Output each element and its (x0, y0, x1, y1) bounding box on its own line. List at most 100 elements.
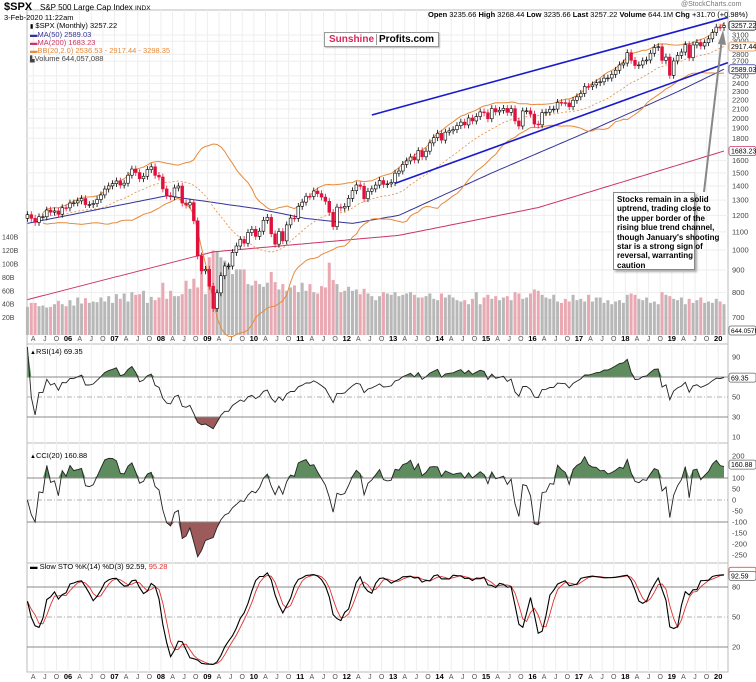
volume-bar (134, 294, 138, 335)
volume-bar (91, 301, 95, 335)
volume-bar (362, 288, 366, 335)
volume-bar (184, 280, 188, 335)
sto-tick-label: 20 (732, 643, 740, 652)
volume-bar (699, 297, 703, 335)
candle (25, 214, 30, 219)
x-tick-label: J (136, 674, 140, 681)
x-tick-label: O (147, 336, 153, 343)
volume-bar (532, 289, 536, 335)
annotation-line: uptrend, trading close to (617, 204, 711, 214)
candle (528, 110, 533, 115)
x-tick-label: J (368, 336, 372, 343)
x-tick-label: J (554, 336, 558, 343)
volume-bar (145, 302, 149, 335)
volume-bar (722, 304, 726, 335)
candle (327, 200, 331, 213)
x-tick-label: J (43, 674, 47, 681)
volume-bar (72, 305, 76, 335)
volume-bar (277, 289, 281, 335)
candle (122, 182, 126, 186)
candle (652, 47, 657, 54)
volume-bar (614, 301, 618, 335)
candle (683, 44, 688, 53)
candle (87, 204, 92, 206)
volume-bar (265, 282, 269, 335)
candle (354, 184, 359, 192)
volume-bar (405, 293, 409, 335)
sto-tick-label: 80 (732, 583, 740, 592)
sto-value-tag (728, 571, 756, 581)
cci-tick-label: 0 (732, 496, 736, 505)
volume-bar (250, 285, 254, 335)
candle (377, 180, 382, 186)
candle (710, 32, 715, 40)
volume-bar (64, 306, 68, 335)
volume-bar (76, 297, 80, 335)
x-tick-label: 20 (714, 334, 722, 343)
volume-bar (339, 292, 343, 335)
candle (466, 117, 471, 126)
price-tag-label: 3257.22 (731, 23, 756, 30)
x-tick-label: A (449, 674, 454, 681)
candle (37, 216, 41, 223)
candle (184, 202, 188, 206)
volume-bar (660, 292, 664, 335)
quote-bar: Open 3235.66 High 3268.44 Low 3235.66 La… (428, 10, 748, 19)
candle (207, 269, 211, 287)
cci-tick-label: -150 (732, 529, 747, 538)
candle (254, 228, 258, 237)
volume-bar (176, 296, 180, 335)
candle (165, 188, 169, 196)
x-tick-label: A (495, 674, 500, 681)
x-tick-label: 13 (389, 334, 397, 343)
price-tag (728, 41, 756, 52)
candle (45, 209, 49, 218)
x-tick-label: A (31, 674, 36, 681)
volume-bar (354, 289, 358, 335)
x-tick-label: 11 (296, 334, 304, 343)
x-tick-label: O (332, 336, 338, 343)
volume-bar (56, 300, 60, 335)
x-tick-label: 07 (110, 672, 118, 681)
candle (76, 200, 80, 204)
x-tick-label: J (554, 674, 558, 681)
annotation-arrow (703, 37, 723, 193)
annotation-line: the upper border of the (617, 213, 705, 223)
candle (149, 166, 153, 170)
candle (699, 42, 703, 47)
rsi-value-tag (728, 372, 756, 383)
volume-bar (664, 294, 668, 335)
x-tick-label: A (124, 336, 129, 343)
volume-bar (397, 296, 401, 335)
volume-bar (567, 301, 571, 335)
volume-bar (409, 292, 413, 335)
volume-tick-label: 20B (2, 315, 15, 322)
x-tick-label: O (332, 674, 338, 681)
volume-bar (583, 301, 587, 335)
volume-bar (420, 297, 424, 335)
candle (621, 62, 626, 66)
x-tick-label: O (611, 674, 617, 681)
x-tick-label: O (100, 336, 106, 343)
low-value: 3235.66 (543, 10, 571, 19)
chart-datetime: 3-Feb-2020 11:22am (4, 13, 74, 22)
x-tick-label: J (43, 336, 47, 343)
x-tick-label: 09 (203, 672, 211, 681)
x-tick-label: A (310, 336, 315, 343)
volume-bar (710, 302, 714, 335)
cci-positive-fill (27, 456, 724, 478)
price-tag (728, 20, 756, 31)
change-value: +31.70 (+0.98%) (691, 10, 748, 19)
candle (269, 217, 273, 235)
candle (416, 150, 420, 161)
cci-tick-label: 50 (732, 485, 740, 494)
volume-bar (439, 293, 443, 335)
volume-bar (598, 297, 602, 335)
x-tick-label: A (263, 336, 268, 343)
volume-bar (289, 287, 293, 335)
candle (420, 150, 424, 158)
candle (68, 202, 72, 209)
candle (393, 172, 397, 183)
volume-bar (494, 296, 498, 335)
candle (586, 86, 591, 88)
